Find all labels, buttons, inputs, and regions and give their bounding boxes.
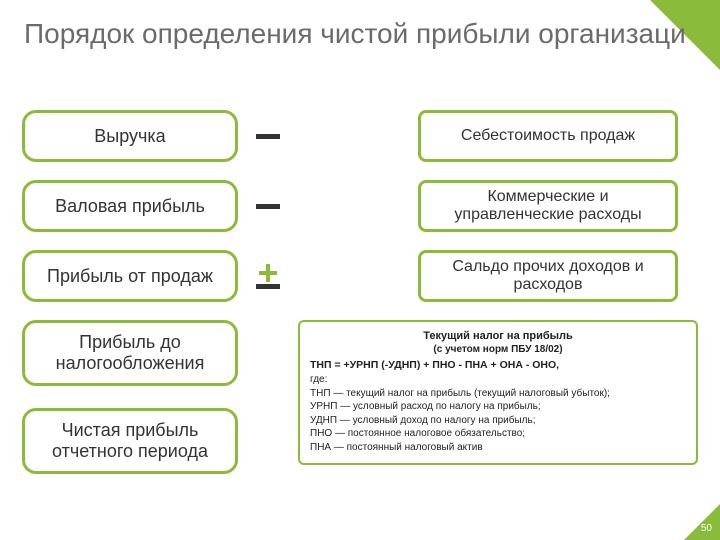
operator-minus [238, 134, 298, 139]
left-stack: Прибыль до налогообложения Чистая прибыл… [22, 320, 238, 474]
tax-title: Текущий налог на прибыль [310, 330, 686, 344]
operator-minus [238, 204, 298, 209]
page-corner [684, 504, 720, 540]
flow-row: Валовая прибыль Коммерческие и управленч… [22, 180, 702, 232]
step-revenue: Выручка [22, 110, 238, 162]
step-net-profit: Чистая прибыль отчетного периода [22, 408, 238, 474]
tax-def: ТНП — текущий налог на прибыль (текущий … [310, 388, 686, 401]
step-gross-profit: Валовая прибыль [22, 180, 238, 232]
step-sales-profit: Прибыль от продаж [22, 250, 238, 302]
tax-where: где: [310, 374, 686, 387]
flow-grid: Выручка Себестоимость продаж Валовая при… [22, 110, 702, 492]
tax-subtitle: (с учетом норм ПБУ 18/02) [310, 344, 686, 357]
tax-box: Текущий налог на прибыль (с учетом норм … [298, 320, 698, 465]
operator-plusminus [238, 264, 298, 289]
plus-icon [259, 264, 277, 282]
tax-def: УДНП — условный доход по налогу на прибы… [310, 415, 686, 428]
operator-col-empty [238, 320, 298, 386]
tax-def: ПНА — постоянный налоговый актив [310, 442, 686, 455]
deduct-opex: Коммерческие и управленческие расходы [418, 180, 678, 232]
tax-def: ПНО — постоянное налоговое обязательство… [310, 428, 686, 441]
minus-icon [256, 134, 280, 139]
tax-col: Текущий налог на прибыль (с учетом норм … [298, 320, 698, 465]
tax-def: УРНП — условный расход по налогу на приб… [310, 401, 686, 414]
minus-icon [256, 204, 280, 209]
tax-formula: ТНП = +УРНП (-УДНП) + ПНО - ПНА + ОНА - … [310, 359, 686, 372]
minus-icon [256, 284, 280, 289]
other-inc-exp: Сальдо прочих доходов и расходов [418, 250, 678, 302]
deduct-cogs: Себестоимость продаж [418, 110, 678, 162]
step-pretax-profit: Прибыль до налогообложения [22, 320, 238, 386]
flow-row: Выручка Себестоимость продаж [22, 110, 702, 162]
page-number: 50 [701, 523, 712, 534]
flow-row: Прибыль до налогообложения Чистая прибыл… [22, 320, 702, 474]
flow-row: Прибыль от продаж Сальдо прочих доходов … [22, 250, 702, 302]
slide-title: Порядок определения чистой прибыли орган… [24, 18, 686, 50]
